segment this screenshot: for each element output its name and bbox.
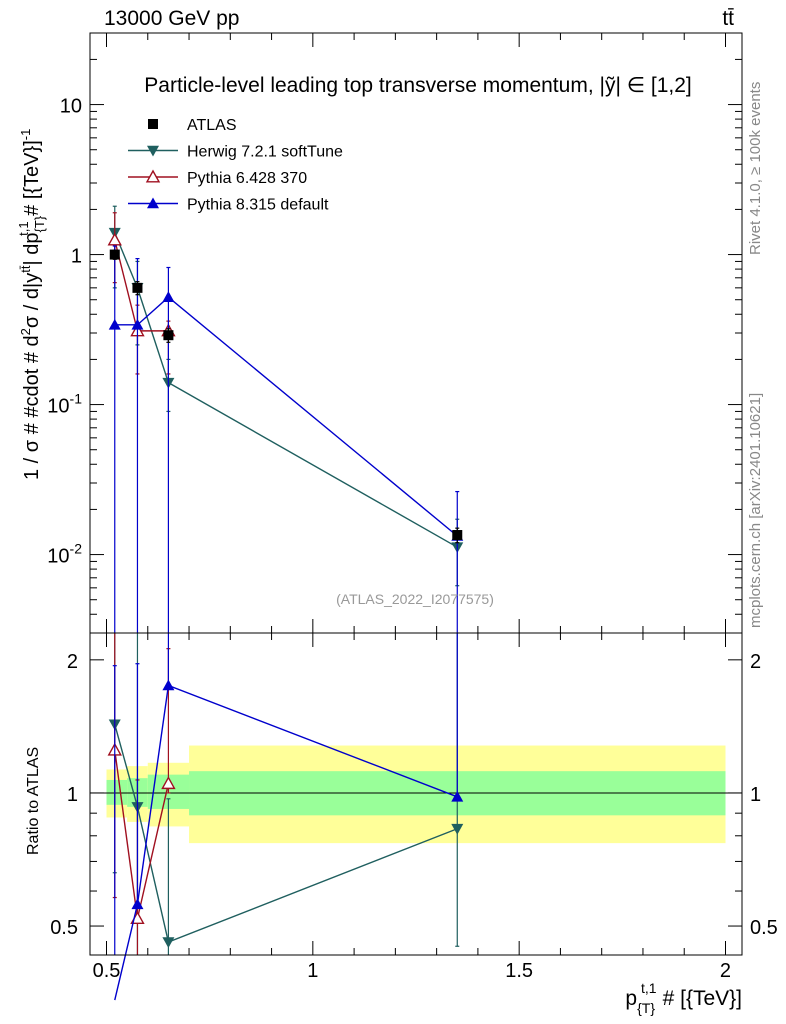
ratio-herwig-7-2-1-softtune-point: [162, 937, 175, 949]
main-herwig-7-2-1-softtune-line: [114, 232, 458, 548]
ratio-xtick-label: 0.5: [93, 960, 121, 982]
main-ytick-label: 10-2: [47, 541, 82, 568]
legend: ATLAS Herwig 7.2.1 softTune Pythia 6.428 3…: [128, 117, 343, 214]
ratio-ytick-label-right: 1: [750, 784, 761, 806]
ratio-pythia-8-315-default-point: [162, 679, 175, 691]
main-ylabel: 1 / σ # #cdot # d2σ / d|ytt̄| dp{T}t,1 #…: [16, 129, 47, 480]
main-atlas-point: [452, 530, 463, 541]
rivet-label: Rivet 4.1.0, ≥ 100k events: [747, 82, 764, 255]
ratio-pythia-8-315-default-point: [131, 898, 144, 910]
main-ytick-label: 1: [71, 246, 82, 268]
ratio-ytick-label: 2: [67, 651, 78, 673]
legend-label-pythia-6-428-370: Pythia 6.428 370: [187, 170, 307, 187]
ratio-herwig-7-2-1-softtune-line: [114, 724, 458, 943]
ratio-band-inner: [106, 779, 128, 805]
legend-label-herwig-7-2-1-softtune: Herwig 7.2.1 softTune: [187, 144, 343, 161]
main-panel: 10-2 10-1 1 10 (ATLAS_2022_I2077575) Partic…: [16, 32, 743, 634]
ratio-ytick-label-right: 2: [750, 651, 761, 673]
legend-label-atlas: ATLAS: [187, 117, 237, 134]
main-title: Particle-level leading top transverse mo…: [144, 74, 691, 97]
main-pythia-8-315-default-point: [162, 291, 175, 302]
energy-label: 13000 GeV pp: [104, 7, 239, 30]
main-ytick-label: 10-1: [47, 391, 82, 418]
ratio-ytick-label: 0.5: [50, 917, 78, 939]
main-pythia-6-428-370-point: [107, 232, 122, 246]
ratio-xtick-label: 2: [720, 960, 731, 982]
ratio-panel: 0.5 0.5 1 1 2 2 0.5 1 1.5 2 Ratio to ATLAS p{T}t,…: [25, 632, 778, 1016]
ratio-frame: [89, 632, 743, 956]
legend-marker-pythia-6-428-370: [145, 169, 161, 183]
legend-label-pythia-8-315-default: Pythia 8.315 default: [187, 197, 329, 214]
main-ytick-label: 10: [60, 96, 82, 118]
ratio-xtick-label: 1: [307, 960, 318, 982]
ratio-ytick-label-right: 0.5: [750, 917, 778, 939]
legend-marker-pythia-8-315-default: [147, 197, 159, 209]
legend-marker-herwig-7-2-1-softtune: [147, 145, 159, 157]
main-atlas-point: [163, 330, 174, 341]
process-label: tt̄: [722, 7, 734, 30]
ratio-xlabel: p{T}t,1 # [{TeV}]: [625, 980, 742, 1016]
main-atlas-point: [132, 282, 143, 293]
ratio-pythia-8-315-default-point: [451, 790, 464, 802]
mcplots-label: mcplots.cern.ch [arXiv:2401.10621]: [747, 393, 764, 628]
legend-marker-atlas: [148, 119, 158, 129]
ratio-xtick-label: 1.5: [505, 960, 533, 982]
watermark: (ATLAS_2022_I2077575): [336, 591, 494, 607]
ratio-ylabel: Ratio to ATLAS: [25, 747, 42, 855]
ratio-herwig-7-2-1-softtune-point: [451, 823, 464, 835]
ratio-pythia-8-315-default-line: [114, 684, 458, 1001]
main-pythia-8-315-default-point: [131, 318, 144, 330]
main-pythia-8-315-default-line: [114, 296, 458, 537]
ratio-pythia-6-428-370-point: [161, 776, 176, 790]
main-atlas-point: [109, 249, 120, 260]
main-pythia-8-315-default-point: [108, 318, 121, 330]
ratio-ytick-label: 1: [67, 784, 78, 806]
